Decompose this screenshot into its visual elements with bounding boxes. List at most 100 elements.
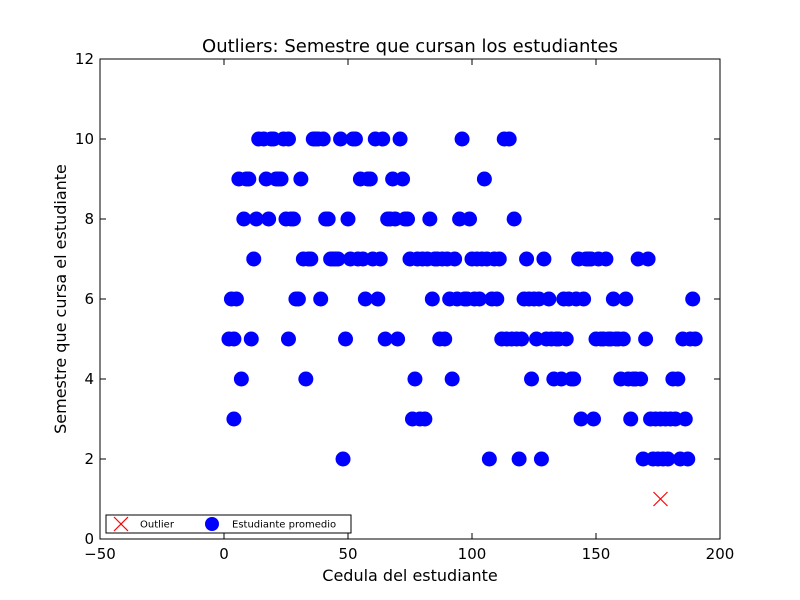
data-point bbox=[444, 371, 460, 387]
outlier-point bbox=[653, 491, 668, 507]
data-point bbox=[660, 451, 676, 467]
data-point bbox=[501, 131, 517, 147]
data-point bbox=[285, 211, 301, 227]
points-layer bbox=[221, 131, 703, 467]
data-point bbox=[623, 411, 639, 427]
data-point bbox=[370, 291, 386, 307]
data-point bbox=[333, 131, 349, 147]
data-point bbox=[437, 331, 453, 347]
data-point bbox=[377, 331, 393, 347]
data-point bbox=[511, 451, 527, 467]
data-point bbox=[340, 211, 356, 227]
data-point bbox=[407, 371, 423, 387]
chart-title: Outliers: Semestre que cursan los estudi… bbox=[202, 36, 618, 57]
x-tick-label: 150 bbox=[582, 545, 611, 563]
legend-promedio-label: Estudiante promedio bbox=[232, 520, 336, 531]
data-point bbox=[298, 371, 314, 387]
legend-outlier-x bbox=[113, 516, 129, 532]
data-point bbox=[573, 411, 589, 427]
data-point bbox=[280, 131, 296, 147]
x-axis-label: Cedula del estudiante bbox=[322, 566, 497, 585]
legend-box bbox=[105, 514, 352, 534]
data-point bbox=[615, 331, 631, 347]
legend-promedio-marker bbox=[205, 517, 219, 531]
data-point bbox=[241, 171, 257, 187]
data-point bbox=[315, 131, 331, 147]
x-tick-label: 100 bbox=[458, 545, 487, 563]
data-point bbox=[424, 291, 440, 307]
data-point bbox=[519, 251, 535, 267]
outlier-stroke bbox=[113, 516, 129, 532]
y-tick-label: 6 bbox=[84, 290, 94, 308]
data-point bbox=[422, 211, 438, 227]
data-point bbox=[313, 291, 329, 307]
data-point bbox=[261, 211, 277, 227]
data-point bbox=[685, 291, 701, 307]
data-point bbox=[447, 251, 463, 267]
data-point bbox=[236, 211, 252, 227]
data-point bbox=[228, 291, 244, 307]
x-tick-label: 0 bbox=[219, 545, 229, 563]
data-point bbox=[454, 131, 470, 147]
data-point bbox=[392, 131, 408, 147]
y-tick-label: 10 bbox=[75, 130, 94, 148]
legend-outlier-marker bbox=[113, 516, 129, 532]
data-point bbox=[320, 211, 336, 227]
data-point bbox=[246, 251, 262, 267]
data-point bbox=[558, 331, 574, 347]
data-point bbox=[506, 211, 522, 227]
data-point bbox=[248, 211, 264, 227]
data-point bbox=[226, 331, 242, 347]
legend: Outlier Estudiante promedio bbox=[105, 514, 352, 534]
data-point bbox=[605, 291, 621, 307]
data-point bbox=[618, 291, 634, 307]
y-tick-label: 2 bbox=[84, 450, 94, 468]
data-point bbox=[524, 371, 540, 387]
data-point bbox=[638, 331, 654, 347]
data-point bbox=[489, 291, 505, 307]
data-point bbox=[481, 451, 497, 467]
data-point bbox=[280, 331, 296, 347]
y-axis-label: Semestre que cursa el estudiante bbox=[51, 164, 70, 434]
x-tick-label: 50 bbox=[338, 545, 357, 563]
data-point bbox=[335, 451, 351, 467]
data-point bbox=[390, 331, 406, 347]
data-point bbox=[226, 411, 242, 427]
data-point bbox=[640, 251, 656, 267]
y-tick-label: 12 bbox=[75, 50, 94, 68]
data-point bbox=[233, 371, 249, 387]
outlier-layer bbox=[653, 491, 668, 507]
data-point bbox=[670, 371, 686, 387]
data-point bbox=[338, 331, 354, 347]
data-point bbox=[514, 331, 530, 347]
data-point bbox=[243, 331, 259, 347]
data-point bbox=[687, 331, 703, 347]
data-point bbox=[566, 371, 582, 387]
x-tick-label: 200 bbox=[706, 545, 735, 563]
y-tick-label: 0 bbox=[84, 530, 94, 548]
data-point bbox=[375, 131, 391, 147]
legend-outlier-label: Outlier bbox=[140, 520, 175, 531]
data-point bbox=[541, 291, 557, 307]
outlier-stroke bbox=[653, 491, 668, 507]
data-point bbox=[417, 411, 433, 427]
data-point bbox=[677, 411, 693, 427]
data-point bbox=[330, 251, 346, 267]
data-point bbox=[476, 171, 492, 187]
data-point bbox=[362, 171, 378, 187]
data-point bbox=[273, 171, 289, 187]
data-point bbox=[303, 251, 319, 267]
data-point bbox=[357, 291, 373, 307]
x-tick-label: −50 bbox=[84, 545, 116, 563]
y-tick-label: 8 bbox=[84, 210, 94, 228]
data-point bbox=[491, 251, 507, 267]
data-point bbox=[598, 251, 614, 267]
data-point bbox=[462, 211, 478, 227]
data-point bbox=[633, 371, 649, 387]
data-point bbox=[533, 451, 549, 467]
data-point bbox=[576, 291, 592, 307]
data-point bbox=[680, 451, 696, 467]
